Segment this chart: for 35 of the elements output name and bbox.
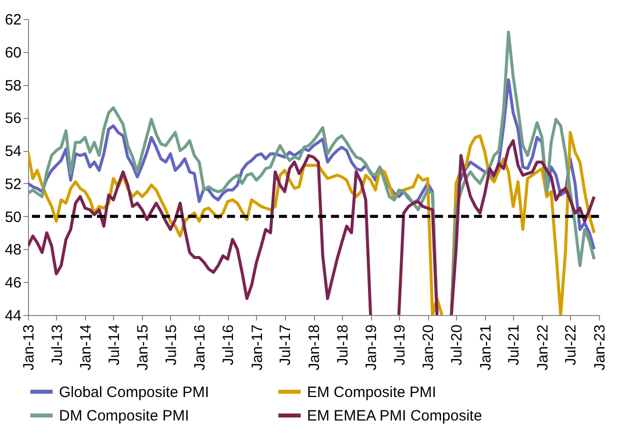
x-tick-label: Jul-22	[562, 324, 580, 366]
y-tick-label: 52	[4, 176, 22, 193]
y-tick-label: 62	[4, 12, 22, 28]
x-tick-label: Jan-15	[134, 324, 152, 370]
y-tick-label: 50	[4, 208, 22, 226]
x-tick-label: Jul-13	[48, 324, 66, 366]
legend-label: Global Composite PMI	[59, 384, 210, 401]
y-tick-label: 60	[4, 44, 22, 62]
x-tick-label: Jul-17	[277, 324, 294, 366]
x-tick-label: Jul-14	[106, 324, 123, 366]
y-tick-label: 56	[4, 110, 22, 128]
x-tick-label: Jan-23	[592, 324, 608, 370]
x-tick-label: Jan-21	[477, 324, 494, 370]
x-tick-label: Jul-21	[506, 324, 523, 366]
legend-label: EM Composite PMI	[307, 384, 436, 401]
x-tick-label: Jan-22	[534, 324, 552, 370]
legend-label: DM Composite PMI	[59, 408, 190, 424]
x-tick-label: Jul-20	[448, 324, 466, 366]
x-tick-label: Jan-19	[363, 324, 380, 370]
x-tick-label: Jul-16	[220, 324, 238, 366]
y-tick-label: 54	[4, 143, 22, 160]
x-tick-label: Jan-17	[248, 324, 266, 370]
y-tick-label: 44	[4, 308, 22, 324]
y-tick-label: 58	[4, 77, 22, 94]
y-tick-label: 48	[4, 242, 22, 259]
x-tick-label: Jan-14	[78, 324, 95, 370]
x-tick-label: Jan-18	[306, 324, 323, 370]
y-tick-label: 46	[4, 274, 22, 292]
legend-label: EM EMEA PMI Composite	[307, 408, 482, 424]
x-tick-label: Jul-19	[391, 324, 408, 366]
x-tick-label: Jan-16	[192, 324, 209, 370]
x-tick-label: Jan-20	[420, 324, 438, 370]
x-tick-label: Jul-18	[334, 324, 352, 366]
x-tick-label: Jan-13	[20, 324, 38, 370]
x-tick-label: Jul-15	[162, 324, 180, 366]
